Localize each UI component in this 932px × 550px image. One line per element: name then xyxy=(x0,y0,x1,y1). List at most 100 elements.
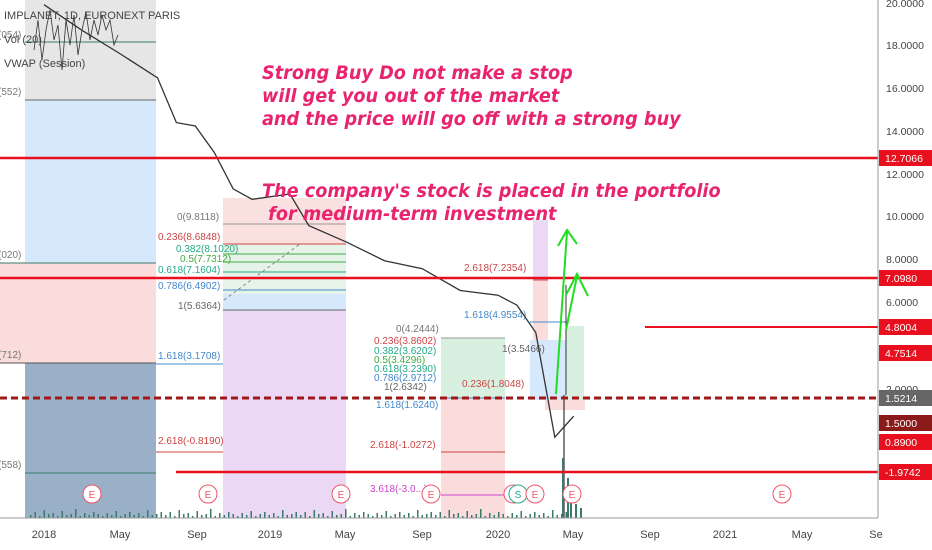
event-marker-label: E xyxy=(89,490,96,501)
volume-bar xyxy=(62,511,64,518)
volume-bar xyxy=(125,514,127,518)
volume-bar xyxy=(242,513,244,518)
volume-bar xyxy=(129,512,131,518)
fib-label: 0.618(7.1604) xyxy=(158,265,220,276)
x-tick-label: 2020 xyxy=(486,529,510,541)
price-badge-label: 7.0980 xyxy=(885,273,917,285)
x-tick-label: May xyxy=(110,529,131,541)
symbol-legend[interactable]: IMPLANET, 1D, EURONEXT PARIS xyxy=(4,10,180,22)
price-badge: 1.5214 xyxy=(879,390,932,406)
volume-bar xyxy=(147,510,149,518)
fib-label: (712) xyxy=(0,350,21,361)
event-marker[interactable]: E xyxy=(773,485,791,503)
volume-bar xyxy=(233,514,235,518)
event-marker-label: E xyxy=(428,490,435,501)
volume-bar xyxy=(552,510,554,518)
fib-zone-12 xyxy=(533,220,548,280)
fib-label: 2.618(7.2354) xyxy=(464,263,526,274)
y-tick-label: 10.0000 xyxy=(886,211,924,223)
fib-label: 2.618(-1.0272) xyxy=(370,440,436,451)
x-tick-label: Sep xyxy=(187,529,207,541)
x-tick-label: Sep xyxy=(412,529,432,541)
event-marker[interactable]: E xyxy=(422,485,440,503)
event-marker[interactable]: E xyxy=(83,485,101,503)
event-marker-label: E xyxy=(338,490,345,501)
fib-label: (552) xyxy=(0,87,21,98)
volume-bar xyxy=(521,511,523,518)
event-marker-label: E xyxy=(205,490,212,501)
vwap-legend[interactable]: VWAP (Session) xyxy=(4,58,85,70)
volume-bar xyxy=(368,514,370,518)
volume-bar xyxy=(291,514,293,518)
annotation-line: will get you out of the market xyxy=(262,85,681,108)
volume-bar xyxy=(296,512,298,518)
x-tick-label: 2019 xyxy=(258,529,282,541)
volume-bar xyxy=(98,514,100,518)
fib-label: 2.618(-0.8190) xyxy=(158,436,224,447)
price-badge-label: 4.7514 xyxy=(885,348,917,360)
fib-zone-16 xyxy=(545,400,585,410)
event-marker-label: E xyxy=(569,490,576,501)
price-badge: 7.0980 xyxy=(879,270,932,286)
y-tick-label: 20.0000 xyxy=(886,0,924,10)
volume-bar xyxy=(318,514,320,518)
annotation-line: for medium-term investment xyxy=(262,203,721,226)
event-marker[interactable]: S xyxy=(509,485,527,503)
volume-bar xyxy=(345,509,347,518)
fib-label: (020) xyxy=(0,250,21,261)
fib-label: 0.236(8.6848) xyxy=(158,232,220,243)
annotation-strong-buy: Strong Buy Do not make a stop will get y… xyxy=(262,62,681,131)
volume-bar xyxy=(251,511,253,518)
fib-label: 0(9.8118) xyxy=(177,212,219,223)
volume-bar xyxy=(273,513,275,518)
volume-bar xyxy=(75,509,77,518)
volume-bar xyxy=(408,513,410,518)
volume-bar xyxy=(530,514,532,518)
event-marker[interactable]: E xyxy=(526,485,544,503)
annotation-line: The company's stock is placed in the por… xyxy=(262,180,721,203)
fib-label: 1.618(3.1708) xyxy=(158,351,220,362)
y-tick-label: 12.0000 xyxy=(886,169,924,181)
volume-bar xyxy=(363,512,365,518)
x-tick-label: 2021 xyxy=(713,529,737,541)
volume-bar xyxy=(332,511,334,518)
x-tick-label: 2018 xyxy=(32,529,56,541)
volume-bar xyxy=(575,504,577,518)
fib-zone-8 xyxy=(223,244,346,294)
annotation-line: Strong Buy Do not make a stop xyxy=(262,62,681,85)
fib-zone-9 xyxy=(223,310,346,518)
volume-bar xyxy=(305,512,307,518)
fib-label: (558) xyxy=(0,460,21,471)
volume-bar xyxy=(440,512,442,518)
x-tick-label: Sep xyxy=(640,529,660,541)
volume-bar xyxy=(503,514,505,518)
fib-zone-2 xyxy=(25,100,156,263)
volume-bar xyxy=(534,512,536,518)
y-tick-label: 6.0000 xyxy=(886,297,918,309)
volume-bar xyxy=(458,513,460,518)
event-marker[interactable]: E xyxy=(199,485,217,503)
fib-label: 0.5(7.7312) xyxy=(180,254,231,265)
volume-bar xyxy=(170,512,172,518)
volume-legend[interactable]: Vol (20) xyxy=(4,34,42,46)
volume-bar xyxy=(354,513,356,518)
x-tick-label: May xyxy=(563,529,584,541)
event-marker[interactable]: E xyxy=(563,485,581,503)
event-marker[interactable]: E xyxy=(332,485,350,503)
volume-bar xyxy=(489,513,491,518)
volume-bar xyxy=(512,513,514,518)
fib-label: 0.786(6.4902) xyxy=(158,281,220,292)
volume-bar xyxy=(453,514,455,518)
x-tick-label: May xyxy=(335,529,356,541)
price-badge-label: 4.8004 xyxy=(885,322,917,334)
volume-bar xyxy=(264,512,266,518)
price-badge: 1.5000 xyxy=(879,415,932,431)
price-badge: -1.9742 xyxy=(879,464,932,480)
y-tick-label: 8.0000 xyxy=(886,254,918,266)
volume-bar xyxy=(188,513,190,518)
volume-bar xyxy=(228,512,230,518)
volume-bar xyxy=(138,513,140,518)
volume-bar xyxy=(417,510,419,518)
volume-bar xyxy=(386,511,388,518)
volume-bar xyxy=(84,513,86,518)
